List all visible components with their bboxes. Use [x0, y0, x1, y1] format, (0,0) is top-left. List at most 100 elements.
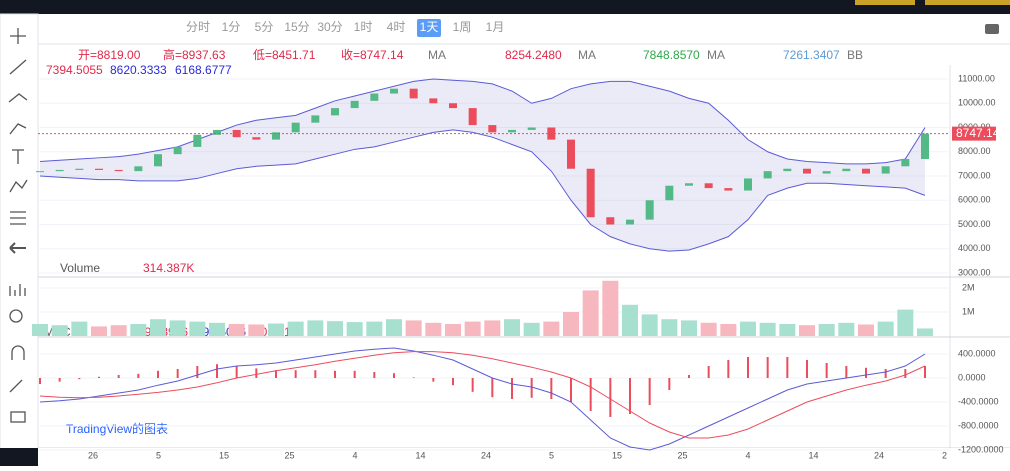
- macd-histogram: [373, 372, 376, 378]
- button[interactable]: [855, 0, 915, 5]
- volume-bar: [51, 325, 68, 336]
- price-tick-label: 5000.00: [958, 219, 991, 229]
- candle: [468, 108, 477, 126]
- time-label: 24: [481, 450, 491, 460]
- time-label: 14: [808, 450, 818, 460]
- macd-line: [39, 347, 926, 451]
- interval-button[interactable]: 30分: [317, 20, 342, 34]
- volume-bar: [189, 321, 206, 336]
- macd-histogram: [806, 360, 808, 378]
- legend-low: 低=8451.71: [253, 48, 316, 62]
- macd-histogram: [412, 377, 415, 378]
- top-bar: [0, 0, 1010, 14]
- macd-histogram: [58, 378, 61, 382]
- interval-button[interactable]: 1周: [453, 20, 472, 34]
- time-label: 24: [874, 450, 884, 460]
- macd-histogram: [196, 366, 199, 378]
- time-label: 25: [677, 450, 687, 460]
- last-price-label: 8747.14: [956, 126, 1000, 140]
- candle: [350, 100, 359, 109]
- macd-tick-label: -400.0000: [958, 396, 999, 406]
- candle: [606, 217, 615, 225]
- volume-bar: [287, 321, 304, 336]
- volume-bar: [661, 319, 678, 336]
- macd-histogram: [727, 360, 730, 378]
- volume-bar: [327, 321, 343, 336]
- macd-histogram: [98, 376, 100, 378]
- volume-bar: [228, 324, 245, 336]
- legend-ma-value: 7848.8570: [643, 48, 700, 62]
- macd-histogram: [530, 378, 533, 398]
- volume-bar: [504, 319, 520, 336]
- macd-histogram: [865, 367, 867, 378]
- last-price-tag: [952, 126, 996, 141]
- candle: [272, 132, 280, 140]
- volume-bar: [897, 309, 914, 336]
- candle: [488, 125, 497, 133]
- macd-histogram: [294, 370, 297, 378]
- interval-button[interactable]: 1天: [420, 20, 439, 34]
- macd-histogram: [570, 378, 572, 402]
- interval-button[interactable]: 4时: [387, 20, 406, 34]
- candle: [232, 129, 241, 138]
- legend-open: 开=8819.00: [78, 48, 141, 62]
- macd-histogram: [688, 375, 690, 378]
- volume-bar: [720, 324, 737, 336]
- legend-ma-value: 7261.3407: [783, 48, 840, 62]
- candle: [173, 146, 182, 155]
- volume-value: 314.387K: [143, 261, 194, 275]
- candle: [213, 129, 221, 135]
- volume-bar: [681, 320, 697, 336]
- bollinger-lower: [39, 129, 926, 252]
- candle: [409, 88, 418, 99]
- interval-button[interactable]: 1时: [354, 20, 373, 34]
- macd-histogram: [157, 370, 159, 378]
- interval-button[interactable]: 1月: [486, 20, 505, 34]
- candle: [881, 166, 890, 174]
- volume-bar: [307, 320, 324, 336]
- watermark: TradingView的图表: [66, 421, 168, 436]
- volume-bar: [799, 325, 815, 336]
- macd-histogram: [39, 378, 41, 384]
- volume-bar: [543, 321, 560, 336]
- macd-histogram: [825, 363, 828, 378]
- candle: [763, 171, 772, 179]
- price-tick-label: 11000.00: [958, 73, 995, 83]
- volume-bar: [405, 320, 422, 336]
- interval-button[interactable]: 1分: [222, 20, 241, 34]
- time-label: 2: [942, 450, 947, 460]
- macd-histogram: [255, 368, 258, 378]
- macd-tick-label: 400.0000: [958, 348, 996, 358]
- volume-tick-label: 2M: [962, 282, 975, 292]
- macd-histogram: [747, 357, 749, 378]
- candle: [193, 134, 202, 147]
- candle: [429, 98, 438, 104]
- volume-bar: [248, 324, 265, 336]
- candle: [724, 188, 733, 191]
- candle: [252, 137, 261, 140]
- interval-button[interactable]: 5分: [255, 20, 274, 34]
- interval-button[interactable]: 15分: [284, 20, 309, 34]
- macd-histogram: [471, 378, 474, 392]
- button[interactable]: [925, 0, 1010, 5]
- candle: [331, 108, 339, 116]
- volume-bar: [32, 324, 48, 336]
- interval-button[interactable]: 分时: [186, 20, 210, 34]
- candle: [55, 169, 64, 172]
- candle: [527, 127, 536, 130]
- legend-high: 高=8937.63: [163, 47, 226, 62]
- macd-histogram: [334, 370, 336, 378]
- volume-bar: [366, 321, 383, 336]
- drawing-tools[interactable]: [8, 28, 28, 423]
- volume-bar: [91, 326, 107, 336]
- candle: [508, 129, 516, 133]
- volume-bar: [602, 280, 619, 336]
- macd-histogram: [117, 375, 120, 378]
- volume-bar: [818, 324, 835, 336]
- macd-histogram: [609, 378, 612, 417]
- volume-bar: [445, 324, 461, 336]
- screenshot-button[interactable]: [985, 24, 999, 34]
- volume-bar: [582, 290, 599, 336]
- macd-histogram: [884, 369, 887, 378]
